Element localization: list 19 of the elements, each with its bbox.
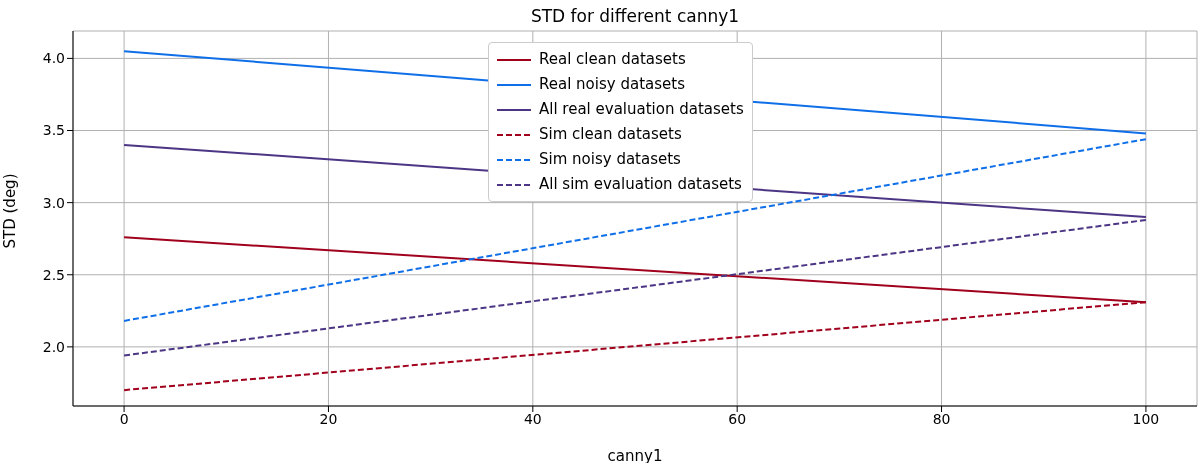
x-tick-label: 40 (523, 410, 542, 427)
x-tick-label: 20 (319, 410, 338, 427)
y-tick-label: 2.0 (42, 338, 65, 355)
y-tick-label: 3.5 (42, 122, 65, 139)
x-tick-label: 0 (119, 410, 129, 427)
legend-label: Sim noisy datasets (539, 149, 681, 170)
y-tick-label: 3.0 (42, 194, 65, 211)
legend-label: Real clean datasets (539, 49, 686, 70)
x-tick-label: 60 (728, 410, 747, 427)
legend-label: Real noisy datasets (539, 74, 685, 95)
legend-label: Sim clean datasets (539, 124, 682, 145)
x-tick-label: 80 (932, 410, 951, 427)
legend-label: All sim evaluation datasets (539, 174, 742, 195)
chart-title: STD for different canny1 (529, 6, 741, 26)
y-tick-label: 2.5 (42, 266, 65, 283)
x-tick-label: 100 (1132, 410, 1160, 427)
y-axis-title: STD (deg) (1, 173, 20, 249)
y-tick-label: 4.0 (42, 50, 65, 67)
legend-label: All real evaluation datasets (539, 99, 744, 120)
